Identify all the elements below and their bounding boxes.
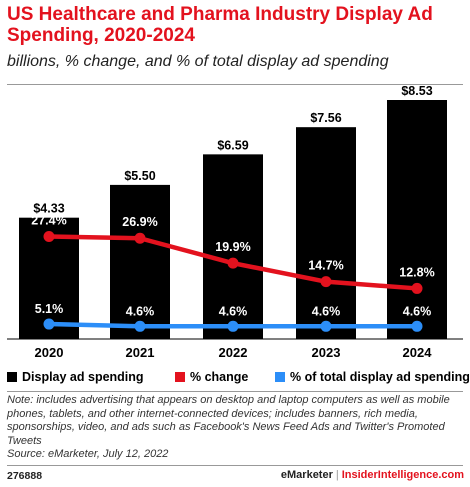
percent-of-total-label: 4.6% bbox=[312, 304, 341, 318]
legend-swatch-black bbox=[7, 372, 17, 382]
percent-change-point bbox=[320, 276, 332, 288]
bar-value-label: $5.50 bbox=[124, 169, 155, 183]
footnote-source: Source: eMarketer, July 12, 2022 bbox=[7, 448, 169, 460]
percent-change-label: 14.7% bbox=[308, 259, 343, 273]
percent-of-total-label: 4.6% bbox=[403, 304, 432, 318]
legend-item-percent-of-total: % of total display ad spending bbox=[275, 370, 470, 384]
legend-label: % of total display ad spending bbox=[290, 370, 470, 384]
percent-of-total-point bbox=[411, 320, 423, 332]
bar bbox=[387, 100, 447, 339]
legend-label: % change bbox=[190, 370, 249, 384]
percent-change-label: 12.8% bbox=[399, 265, 434, 279]
percent-of-total-point bbox=[43, 318, 55, 330]
x-tick-label: 2022 bbox=[219, 345, 248, 360]
bar-value-label: $7.56 bbox=[310, 111, 341, 125]
bar-value-label: $6.59 bbox=[217, 138, 248, 152]
bar bbox=[110, 184, 170, 339]
brand-separator: | bbox=[335, 469, 339, 481]
percent-of-total-point bbox=[134, 320, 146, 332]
brand-name: eMarketer bbox=[280, 469, 333, 481]
footer-brand: eMarketer | InsiderIntelligence.com bbox=[281, 469, 464, 481]
x-tick-label: 2021 bbox=[126, 345, 155, 360]
percent-change-point bbox=[227, 257, 239, 269]
percent-change-label: 26.9% bbox=[122, 215, 157, 229]
x-tick-label: 2024 bbox=[403, 345, 433, 360]
percent-change-point bbox=[134, 232, 146, 244]
x-tick-label: 2023 bbox=[312, 345, 341, 360]
percent-change-label: 27.4% bbox=[31, 213, 66, 227]
chart-title: US Healthcare and Pharma Industry Displa… bbox=[7, 4, 433, 46]
footnote-note: Note: includes advertising that appears … bbox=[7, 394, 450, 447]
legend-swatch-red bbox=[175, 372, 185, 382]
bar bbox=[296, 127, 356, 339]
percent-change-point bbox=[43, 230, 55, 242]
percent-change-point bbox=[411, 282, 423, 294]
chart-legend: Display ad spending % change % of total … bbox=[7, 370, 470, 386]
percent-change-label: 19.9% bbox=[215, 240, 250, 254]
footer-divider bbox=[7, 465, 463, 466]
top-divider bbox=[7, 84, 463, 85]
legend-item-display-ad-spending: Display ad spending bbox=[7, 370, 144, 384]
bar bbox=[203, 154, 263, 339]
percent-of-total-label: 4.6% bbox=[219, 304, 248, 318]
legend-swatch-blue bbox=[275, 372, 285, 382]
x-tick-label: 2020 bbox=[35, 345, 64, 360]
percent-of-total-label: 5.1% bbox=[35, 302, 64, 316]
legend-divider bbox=[7, 391, 463, 392]
brand-site: InsiderIntelligence.com bbox=[341, 469, 464, 481]
bar-value-label: $8.53 bbox=[401, 86, 432, 98]
legend-label: Display ad spending bbox=[22, 370, 144, 384]
percent-of-total-point bbox=[320, 320, 332, 332]
chart-id: 276888 bbox=[7, 470, 43, 482]
legend-item-percent-change: % change bbox=[175, 370, 248, 384]
percent-of-total-label: 4.6% bbox=[126, 304, 155, 318]
bar-value-label: $4.33 bbox=[33, 202, 64, 216]
footnote: Note: includes advertising that appears … bbox=[7, 394, 465, 462]
chart-plot: $4.33 $5.50 $6.59 $7.56 $8.53 2020 2021 2022 202… bbox=[7, 86, 463, 360]
percent-of-total-point bbox=[227, 320, 239, 332]
chart-subtitle: billions, % change, and % of total displ… bbox=[7, 53, 389, 70]
